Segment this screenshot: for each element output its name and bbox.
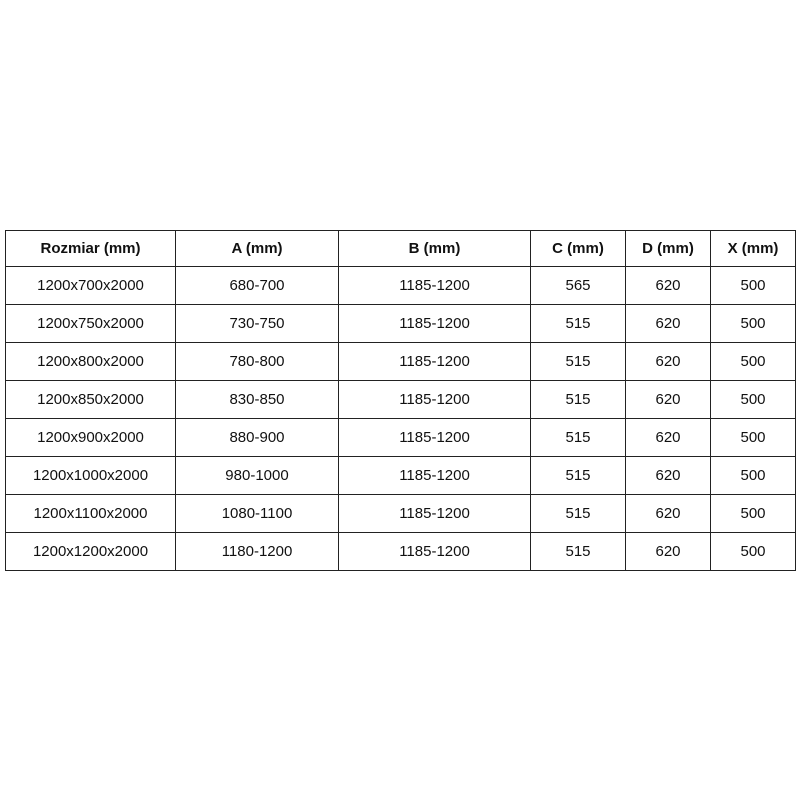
table-cell: 780-800 [175, 342, 339, 381]
table-cell: 1080-1100 [175, 494, 339, 533]
table-cell: 620 [625, 532, 711, 571]
table-cell: 830-850 [175, 380, 339, 419]
column-header: C (mm) [530, 230, 626, 267]
table-row: 1200x1000x2000 980-1000 1185-1200 515 620 500 [5, 456, 796, 495]
table-cell: 1200x1000x2000 [5, 456, 176, 495]
table-cell: 515 [530, 532, 626, 571]
table-cell: 565 [530, 266, 626, 305]
table-cell: 620 [625, 304, 711, 343]
table-cell: 1185-1200 [338, 532, 531, 571]
table-cell: 1200x800x2000 [5, 342, 176, 381]
table-cell: 515 [530, 418, 626, 457]
table-row: 1200x850x2000 830-850 1185-1200 515 620 500 [5, 380, 796, 419]
table-row: 1200x1100x2000 1080-1100 1185-1200 515 620 50… [5, 494, 796, 533]
table-cell: 1185-1200 [338, 456, 531, 495]
table-cell: 515 [530, 494, 626, 533]
dimensions-table: Rozmiar (mm) A (mm) B (mm) C (mm) D (mm) X (m… [5, 230, 796, 571]
table-cell: 1200x850x2000 [5, 380, 176, 419]
table-cell: 1180-1200 [175, 532, 339, 571]
table-cell: 1185-1200 [338, 342, 531, 381]
table-cell: 1185-1200 [338, 380, 531, 419]
table-cell: 1185-1200 [338, 266, 531, 305]
table-cell: 515 [530, 380, 626, 419]
table-cell: 1200x750x2000 [5, 304, 176, 343]
table-row: 1200x700x2000 680-700 1185-1200 565 620 500 [5, 266, 796, 305]
table-cell: 620 [625, 380, 711, 419]
column-header: D (mm) [625, 230, 711, 267]
table-cell: 500 [710, 266, 796, 305]
column-header: A (mm) [175, 230, 339, 267]
table-cell: 500 [710, 342, 796, 381]
table-cell: 1200x900x2000 [5, 418, 176, 457]
table-cell: 515 [530, 304, 626, 343]
table-cell: 880-900 [175, 418, 339, 457]
table-cell: 620 [625, 494, 711, 533]
table-cell: 1200x1100x2000 [5, 494, 176, 533]
table-cell: 1200x700x2000 [5, 266, 176, 305]
table-cell: 620 [625, 266, 711, 305]
table-cell: 620 [625, 456, 711, 495]
table-cell: 500 [710, 418, 796, 457]
table-cell: 620 [625, 418, 711, 457]
table-cell: 1185-1200 [338, 304, 531, 343]
table-row: 1200x900x2000 880-900 1185-1200 515 620 500 [5, 418, 796, 457]
table-cell: 620 [625, 342, 711, 381]
table-row: 1200x1200x2000 1180-1200 1185-1200 515 620 50… [5, 532, 796, 571]
column-header: Rozmiar (mm) [5, 230, 176, 267]
table-cell: 500 [710, 304, 796, 343]
table-cell: 730-750 [175, 304, 339, 343]
table-cell: 500 [710, 456, 796, 495]
table-cell: 500 [710, 494, 796, 533]
table-cell: 1185-1200 [338, 418, 531, 457]
column-header: X (mm) [710, 230, 796, 267]
table-cell: 680-700 [175, 266, 339, 305]
table-cell: 515 [530, 456, 626, 495]
header-row: Rozmiar (mm) A (mm) B (mm) C (mm) D (mm) X (m… [5, 230, 796, 267]
table-row: 1200x750x2000 730-750 1185-1200 515 620 500 [5, 304, 796, 343]
table-cell: 500 [710, 532, 796, 571]
table-cell: 1185-1200 [338, 494, 531, 533]
table-cell: 515 [530, 342, 626, 381]
table-cell: 980-1000 [175, 456, 339, 495]
column-header: B (mm) [338, 230, 531, 267]
table-cell: 1200x1200x2000 [5, 532, 176, 571]
table-row: 1200x800x2000 780-800 1185-1200 515 620 500 [5, 342, 796, 381]
table-cell: 500 [710, 380, 796, 419]
